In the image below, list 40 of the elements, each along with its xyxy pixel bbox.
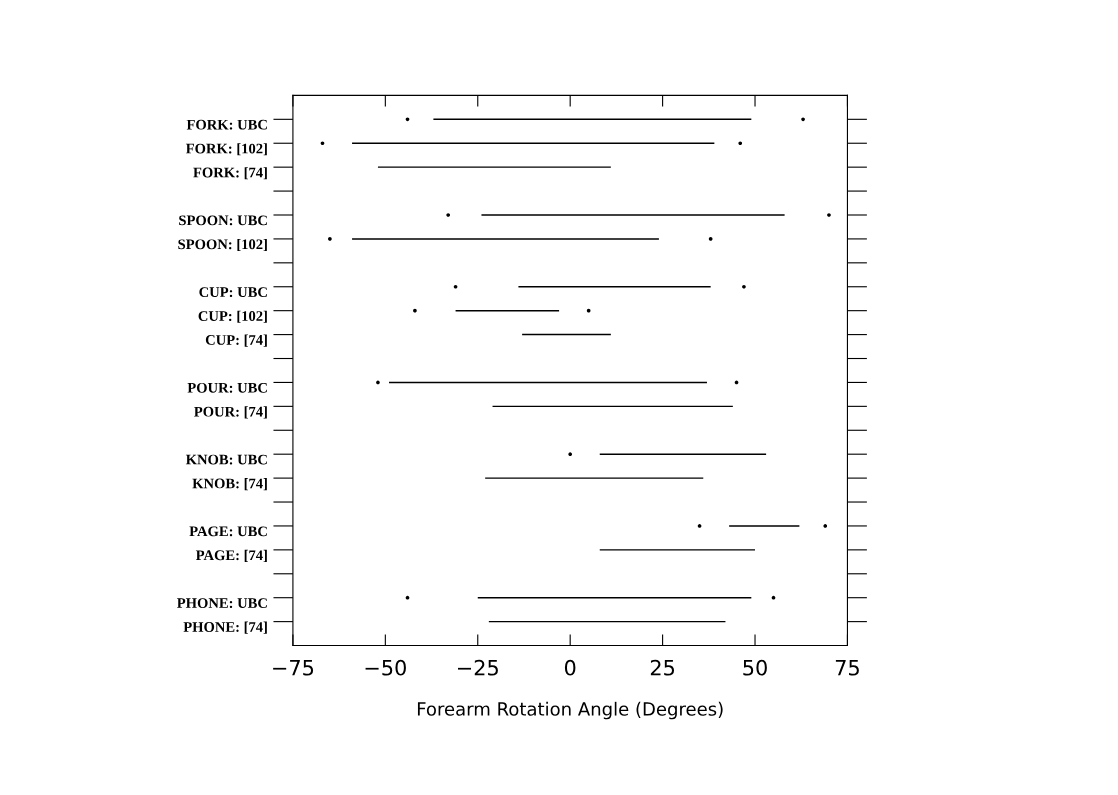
point: [405, 595, 410, 600]
y-tick-label: SPOON: UBC: [179, 215, 267, 226]
point: [376, 380, 380, 385]
point: [413, 308, 417, 313]
x-tick-label: −50: [365, 659, 406, 676]
point: [320, 141, 325, 146]
point: [697, 524, 702, 528]
point: [568, 452, 573, 457]
y-tick-label: PHONE: [74]: [183, 621, 267, 634]
x-tick-label: 75: [835, 660, 859, 676]
y-tick-label: CUP: UBC: [199, 287, 267, 298]
point: [771, 595, 776, 600]
point: [446, 213, 451, 217]
point: [823, 524, 828, 528]
y-tick-label: FORK: [102]: [185, 143, 267, 156]
point: [328, 237, 332, 241]
point: [742, 284, 746, 289]
point: [738, 141, 743, 146]
point: [453, 284, 458, 289]
x-tick-label: 50: [743, 659, 767, 676]
point: [801, 117, 805, 122]
y-tick-label: POUR: [74]: [194, 406, 267, 419]
x-axis-title: Forearm Rotation Angle (Degrees): [417, 701, 723, 720]
y-tick-label: FORK: [74]: [193, 167, 267, 180]
y-tick-label: PHONE: UBC: [177, 598, 267, 609]
x-tick-label: 25: [650, 659, 675, 676]
point: [827, 213, 831, 217]
y-tick-label: PAGE: [74]: [195, 549, 267, 562]
point: [405, 117, 410, 122]
y-tick-label: FORK: UBC: [186, 119, 267, 130]
y-tick-label: POUR: UBC: [187, 382, 267, 393]
x-tick-label: −75: [273, 660, 314, 676]
y-tick-label: KNOB: [74]: [192, 478, 267, 491]
y-tick-label: SPOON: [102]: [178, 238, 267, 251]
x-tick-label: 0: [564, 659, 576, 676]
x-tick-label: −25: [457, 659, 498, 676]
y-tick-label: KNOB: UBC: [185, 454, 267, 465]
y-tick-label: CUP: [102]: [198, 310, 267, 323]
y-tick-label: PAGE: UBC: [189, 526, 267, 537]
y-tick-label: CUP: [74]: [205, 334, 267, 347]
